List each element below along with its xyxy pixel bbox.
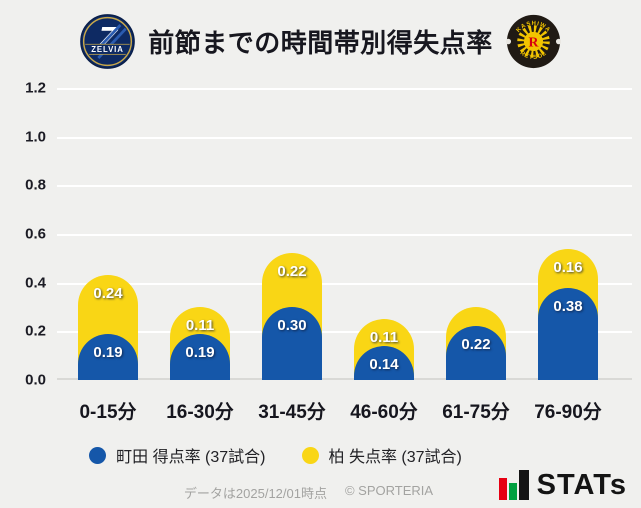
bar-value-label: 0.11 <box>369 329 399 346</box>
bar-value-label: 0.22 <box>461 336 491 353</box>
legend-label: 柏 失点率 (37試合) <box>328 449 462 466</box>
y-tick-label: 0.4 <box>25 274 46 292</box>
machida-scored-bar: 0.38 <box>538 288 598 380</box>
x-axis: 0-15分 16-30分 31-45分 46-60分 61-75分 76-90分 <box>57 397 632 423</box>
machida-zelvia-crest-icon: Z ZELVIA <box>80 13 136 69</box>
bar-value-label: 0.22 <box>277 263 307 280</box>
legend-item-machida: 町田 得点率 (37試合) <box>89 443 266 467</box>
gridline <box>57 331 632 334</box>
gridline <box>57 88 632 90</box>
bar-value-label: 0.14 <box>369 356 399 373</box>
bar-value-label: 0.38 <box>553 298 583 315</box>
machida-scored-bar: 0.22 <box>446 326 506 380</box>
footer-note: データは2025/12/01時点 © SPORTERIA <box>0 483 629 502</box>
x-axis-label: 76-90分 <box>534 402 602 423</box>
stats-logo: STATs <box>498 469 627 502</box>
y-axis: 1.2 1.0 0.8 0.6 0.4 0.2 0.0 <box>0 80 46 389</box>
machida-scored-bar: 0.19 <box>78 334 138 380</box>
y-tick-label: 0.6 <box>25 225 46 243</box>
legend-label: 町田 得点率 (37試合) <box>116 449 266 466</box>
y-tick-label: 0.0 <box>25 371 46 389</box>
plot-area: 0.24 0.19 0.11 0.19 0.22 0.30 0.11 0.14 0.22 0.16… <box>57 88 632 380</box>
bar-value-label: 0.19 <box>185 344 215 361</box>
machida-scored-bar: 0.19 <box>170 334 230 380</box>
data-timestamp: データは2025/12/01時点 <box>183 486 327 501</box>
gridline <box>57 234 632 236</box>
y-tick-label: 0.2 <box>25 322 46 340</box>
svg-text:ZELVIA: ZELVIA <box>91 45 124 54</box>
machida-scored-bar: 0.30 <box>262 307 322 380</box>
x-axis-label: 0-15分 <box>79 402 137 423</box>
svg-text:R: R <box>528 34 539 49</box>
stats-bar-chart-icon <box>498 470 529 500</box>
bar-value-label: 0.16 <box>553 259 583 276</box>
x-axis-label: 61-75分 <box>442 402 510 423</box>
y-tick-label: 1.0 <box>25 128 46 146</box>
bar-value-label: 0.30 <box>277 317 307 334</box>
header: Z ZELVIA 前節までの時間帯別得失点率 R KASHIWA REYSOL <box>0 12 641 70</box>
page-title: 前節までの時間帯別得失点率 <box>148 27 493 58</box>
copyright: © SPORTERIA <box>344 483 434 498</box>
gridline <box>57 136 632 139</box>
x-axis-label: 31-45分 <box>258 402 326 423</box>
bar-value-label: 0.19 <box>93 344 123 361</box>
y-tick-label: 0.8 <box>25 176 46 194</box>
bar-value-label: 0.11 <box>185 317 215 334</box>
bar-value-label: 0.24 <box>93 285 123 302</box>
x-axis-label: 16-30分 <box>166 402 234 423</box>
kashiwa-reysol-crest-icon: R KASHIWA REYSOL <box>505 14 561 68</box>
gridline <box>57 185 632 188</box>
kashiwa-legend-dot-icon <box>301 446 319 464</box>
stats-brand-text: STATs <box>536 469 627 502</box>
x-axis-label: 46-60分 <box>350 402 418 423</box>
svg-text:REYSOL: REYSOL <box>518 50 548 61</box>
legend: 町田 得点率 (37試合) 柏 失点率 (37試合) <box>0 443 596 467</box>
machida-legend-dot-icon <box>89 446 107 464</box>
gridline <box>57 282 632 285</box>
x-baseline <box>57 378 632 380</box>
y-tick-label: 1.2 <box>25 79 46 97</box>
legend-item-kashiwa: 柏 失点率 (37試合) <box>301 443 462 467</box>
